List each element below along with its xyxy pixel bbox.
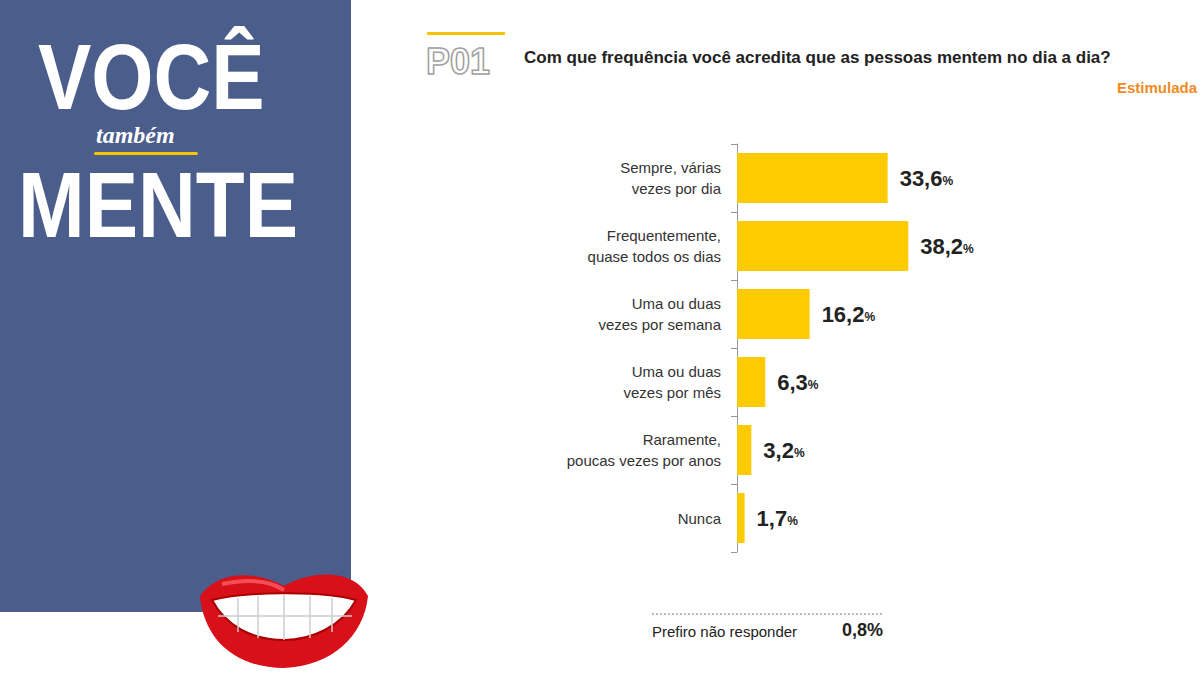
html-text:também: também bbox=[96, 122, 175, 148]
svg-text:Sempre, várias: Sempre, várias bbox=[620, 159, 721, 176]
html-text:MENTE: MENTE bbox=[18, 154, 298, 257]
svg-text:Uma ou duas: Uma ou duas bbox=[632, 295, 721, 312]
svg-text:33,6: 33,6 bbox=[900, 166, 943, 191]
html-text:0,8%: 0,8% bbox=[842, 620, 883, 640]
svg-text:3,2: 3,2 bbox=[763, 438, 794, 463]
svg-text:poucas vezes por anos: poucas vezes por anos bbox=[567, 452, 721, 469]
svg-text:1,7: 1,7 bbox=[757, 506, 788, 531]
svg-text:%: % bbox=[787, 514, 798, 528]
svg-text:%: % bbox=[963, 242, 974, 256]
svg-text:Raramente,: Raramente, bbox=[643, 431, 721, 448]
svg-text:Frequentemente,: Frequentemente, bbox=[607, 227, 721, 244]
svg-text:6,3: 6,3 bbox=[777, 370, 808, 395]
svg-text:38,2: 38,2 bbox=[920, 234, 963, 259]
html-text:Com que frequência você acredi: Com que frequência você acredita que as … bbox=[524, 48, 1111, 67]
svg-text:16,2: 16,2 bbox=[822, 302, 865, 327]
svg-text:vezes por dia: vezes por dia bbox=[632, 180, 722, 197]
svg-text:vezes por mês: vezes por mês bbox=[623, 384, 721, 401]
svg-text:Nunca: Nunca bbox=[678, 510, 722, 527]
svg-text:P01: P01 bbox=[426, 41, 490, 82]
svg-text:%: % bbox=[808, 378, 819, 392]
svg-text:Uma ou duas: Uma ou duas bbox=[632, 363, 721, 380]
svg-text:%: % bbox=[864, 310, 875, 324]
svg-text:quase todos os dias: quase todos os dias bbox=[588, 248, 721, 265]
html-text:Prefiro não responder: Prefiro não responder bbox=[652, 623, 798, 640]
svg-text:vezes por semana: vezes por semana bbox=[598, 316, 721, 333]
svg-text:%: % bbox=[794, 446, 805, 460]
html-text:Estimulada: Estimulada bbox=[1117, 79, 1197, 96]
html-text:VOCÊ: VOCÊ bbox=[38, 26, 265, 129]
svg-text:%: % bbox=[942, 174, 953, 188]
